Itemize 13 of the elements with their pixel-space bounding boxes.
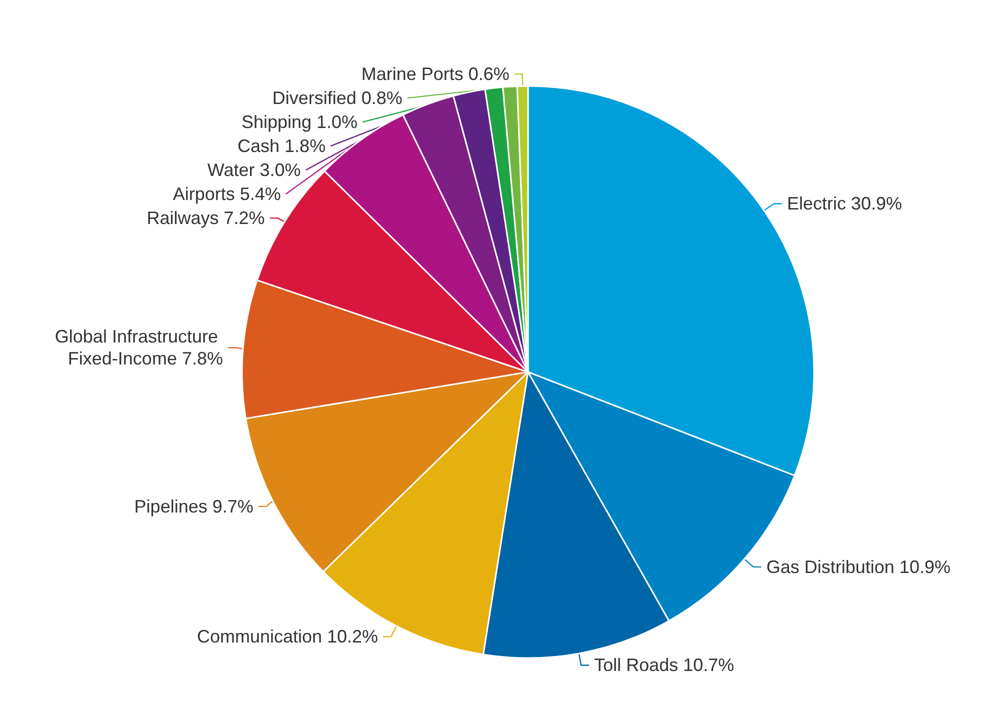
slice-label: Toll Roads 10.7% — [594, 655, 734, 676]
slice-label: Gas Distribution 10.9% — [766, 556, 950, 577]
slice-label: Airports 5.4% — [172, 184, 281, 204]
slice-label: Diversified 0.8% — [272, 88, 402, 108]
slice-label: Shipping 1.0% — [241, 112, 358, 132]
slice-label: Communication 10.2% — [196, 626, 378, 647]
slice-label: Pipelines 9.7% — [134, 496, 254, 516]
slice-label: Global Infrastructure Fixed-Income 7.8% — [54, 326, 223, 369]
slice-label: Cash 1.8% — [238, 136, 326, 156]
slice-label: Railways 7.2% — [146, 208, 265, 228]
slice-label: Water 3.0% — [207, 160, 301, 180]
slice-label: Marine Ports 0.6% — [361, 64, 510, 84]
slice-label: Electric 30.9% — [786, 194, 902, 214]
